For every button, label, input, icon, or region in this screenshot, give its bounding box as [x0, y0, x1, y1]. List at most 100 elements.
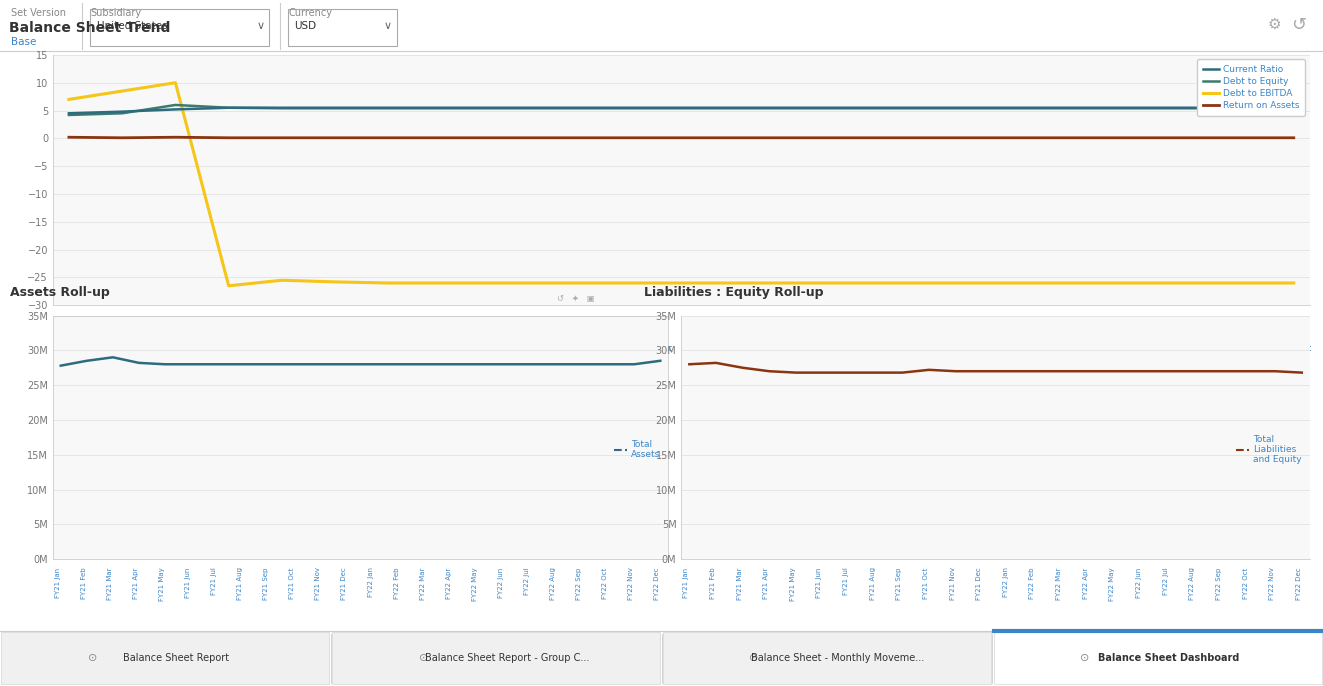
Legend: Total
Assets: Total Assets [610, 436, 664, 463]
Text: FY21 May: FY21 May [790, 567, 796, 601]
Legend: Total
Liabilities
and Equity: Total Liabilities and Equity [1232, 431, 1306, 468]
Text: ∨: ∨ [384, 21, 392, 31]
Text: FY22 Oct: FY22 Oct [1242, 567, 1249, 599]
Legend: Current Ratio, Debt to Equity, Debt to EBITDA, Return on Assets: Current Ratio, Debt to Equity, Debt to E… [1197, 60, 1306, 116]
Text: FY22 Nov: FY22 Nov [1269, 567, 1275, 600]
Text: FY22 Feb: FY22 Feb [394, 567, 400, 599]
FancyBboxPatch shape [663, 632, 991, 685]
Text: FY22 Sep: FY22 Sep [576, 567, 582, 600]
Text: FY21 Aug: FY21 Aug [869, 567, 876, 600]
Text: ⊙: ⊙ [418, 653, 429, 663]
Text: FY22 Aug: FY22 Aug [550, 567, 556, 600]
Text: FY22 Apr: FY22 Apr [446, 567, 451, 599]
Text: FY22 Dec: FY22 Dec [655, 567, 660, 600]
Text: FY22 Nov: FY22 Nov [1222, 324, 1258, 333]
FancyBboxPatch shape [288, 9, 397, 46]
FancyBboxPatch shape [1, 632, 329, 685]
Text: FY21 May: FY21 May [263, 324, 300, 333]
Text: FY22 Sep: FY22 Sep [1117, 324, 1151, 333]
Text: Balance Sheet Report - Group C...: Balance Sheet Report - Group C... [425, 653, 589, 663]
Text: FY22 Aug: FY22 Aug [1189, 567, 1195, 600]
Text: FY21 Apr: FY21 Apr [132, 567, 139, 599]
Text: Base: Base [11, 37, 36, 47]
Text: FY22 Mar: FY22 Mar [419, 567, 426, 600]
Text: FY21 Nov: FY21 Nov [583, 324, 619, 333]
Text: Balance Sheet Report: Balance Sheet Report [123, 653, 229, 663]
Text: FY21 Aug: FY21 Aug [237, 567, 243, 600]
Text: FY21 Oct: FY21 Oct [923, 567, 929, 599]
Text: FY21 Feb: FY21 Feb [81, 567, 87, 599]
Text: FY22 Jan: FY22 Jan [368, 567, 373, 598]
Text: USD: USD [294, 21, 316, 31]
Text: FY21 Jan: FY21 Jan [54, 567, 61, 598]
Text: Liabilities : Equity Roll-up: Liabilities : Equity Roll-up [643, 285, 823, 298]
Text: Balance Sheet Dashboard: Balance Sheet Dashboard [1098, 653, 1238, 663]
Text: FY21 Oct: FY21 Oct [290, 567, 295, 599]
Text: FY22 Dec: FY22 Dec [1277, 344, 1311, 353]
Text: FY22 Jun: FY22 Jun [497, 567, 504, 598]
Text: ⚙: ⚙ [1267, 17, 1281, 32]
Text: FY22 Feb: FY22 Feb [744, 344, 778, 353]
Text: ⊙: ⊙ [87, 653, 98, 663]
Text: FY22 Dec: FY22 Dec [1295, 567, 1302, 600]
Text: FY21 Sep: FY21 Sep [478, 324, 512, 333]
Text: FY21 Mar: FY21 Mar [737, 567, 742, 600]
FancyBboxPatch shape [994, 632, 1322, 685]
Text: FY21 Jun: FY21 Jun [319, 344, 352, 353]
Text: FY21 Feb: FY21 Feb [710, 567, 716, 599]
Text: Set Version: Set Version [11, 8, 66, 18]
Text: FY21 Jun: FY21 Jun [816, 567, 823, 598]
Text: ⊙: ⊙ [1080, 653, 1090, 663]
Text: FY21 Sep: FY21 Sep [263, 567, 270, 600]
Text: FY22 Nov: FY22 Nov [628, 567, 634, 600]
Text: FY21 Jun: FY21 Jun [185, 567, 191, 598]
Text: FY21 Jul: FY21 Jul [843, 567, 849, 595]
Text: FY21 Nov: FY21 Nov [315, 567, 321, 600]
Text: FY21 Mar: FY21 Mar [157, 324, 193, 333]
Text: FY21 Jul: FY21 Jul [373, 324, 404, 333]
Text: FY22 Apr: FY22 Apr [851, 344, 885, 353]
Text: FY22 Oct: FY22 Oct [602, 567, 609, 599]
Text: FY21 Dec: FY21 Dec [341, 567, 348, 600]
Text: FY22 Jan: FY22 Jan [692, 324, 725, 333]
Text: FY22 Sep: FY22 Sep [1216, 567, 1222, 600]
FancyBboxPatch shape [332, 632, 660, 685]
Text: Subsidiary: Subsidiary [90, 8, 142, 18]
Text: FY22 Jul: FY22 Jul [524, 567, 531, 595]
Text: FY22 Mar: FY22 Mar [1056, 567, 1062, 600]
Text: Assets Roll-up: Assets Roll-up [9, 285, 110, 298]
Text: FY22 Jul: FY22 Jul [1012, 324, 1043, 333]
Text: ↺: ↺ [1291, 16, 1307, 34]
Text: ∨: ∨ [257, 21, 265, 31]
Text: FY22 Jun: FY22 Jun [958, 344, 991, 353]
Text: Currency: Currency [288, 8, 332, 18]
Text: FY22 Apr: FY22 Apr [1082, 567, 1089, 599]
Text: FY22 Jun: FY22 Jun [1136, 567, 1142, 598]
Text: FY21 Apr: FY21 Apr [763, 567, 769, 599]
Text: ⊙: ⊙ [749, 653, 759, 663]
Text: FY21 Dec: FY21 Dec [636, 344, 672, 353]
Text: FY22 May: FY22 May [1110, 567, 1115, 601]
Text: Balance Sheet Trend: Balance Sheet Trend [9, 21, 171, 35]
Text: Balance Sheet - Monthly Moveme...: Balance Sheet - Monthly Moveme... [751, 653, 923, 663]
Text: FY21 Nov: FY21 Nov [950, 567, 955, 600]
Text: FY22 May: FY22 May [472, 567, 478, 601]
Text: ↺   ✦   ▣: ↺ ✦ ▣ [557, 294, 595, 303]
Text: FY22 Feb: FY22 Feb [1029, 567, 1036, 599]
Text: FY21 Jan: FY21 Jan [53, 324, 85, 333]
Text: FY21 Oct: FY21 Oct [532, 344, 565, 353]
Text: FY22 Aug: FY22 Aug [1062, 344, 1098, 353]
Text: FY21 Sep: FY21 Sep [897, 567, 902, 600]
FancyBboxPatch shape [90, 9, 269, 46]
Text: United States: United States [97, 21, 167, 31]
Text: FY22 Oct: FY22 Oct [1171, 344, 1204, 353]
Text: FY21 Aug: FY21 Aug [423, 344, 459, 353]
Text: FY22 Jul: FY22 Jul [1163, 567, 1168, 595]
Text: FY21 Apr: FY21 Apr [212, 344, 246, 353]
Text: FY21 Mar: FY21 Mar [107, 567, 112, 600]
Text: FY21 Jan: FY21 Jan [684, 567, 689, 598]
Text: FY22 Jan: FY22 Jan [1003, 567, 1009, 598]
Text: FY21 Jul: FY21 Jul [212, 567, 217, 595]
Text: FY21 Dec: FY21 Dec [976, 567, 982, 600]
Text: FY22 Mar: FY22 Mar [796, 324, 832, 333]
